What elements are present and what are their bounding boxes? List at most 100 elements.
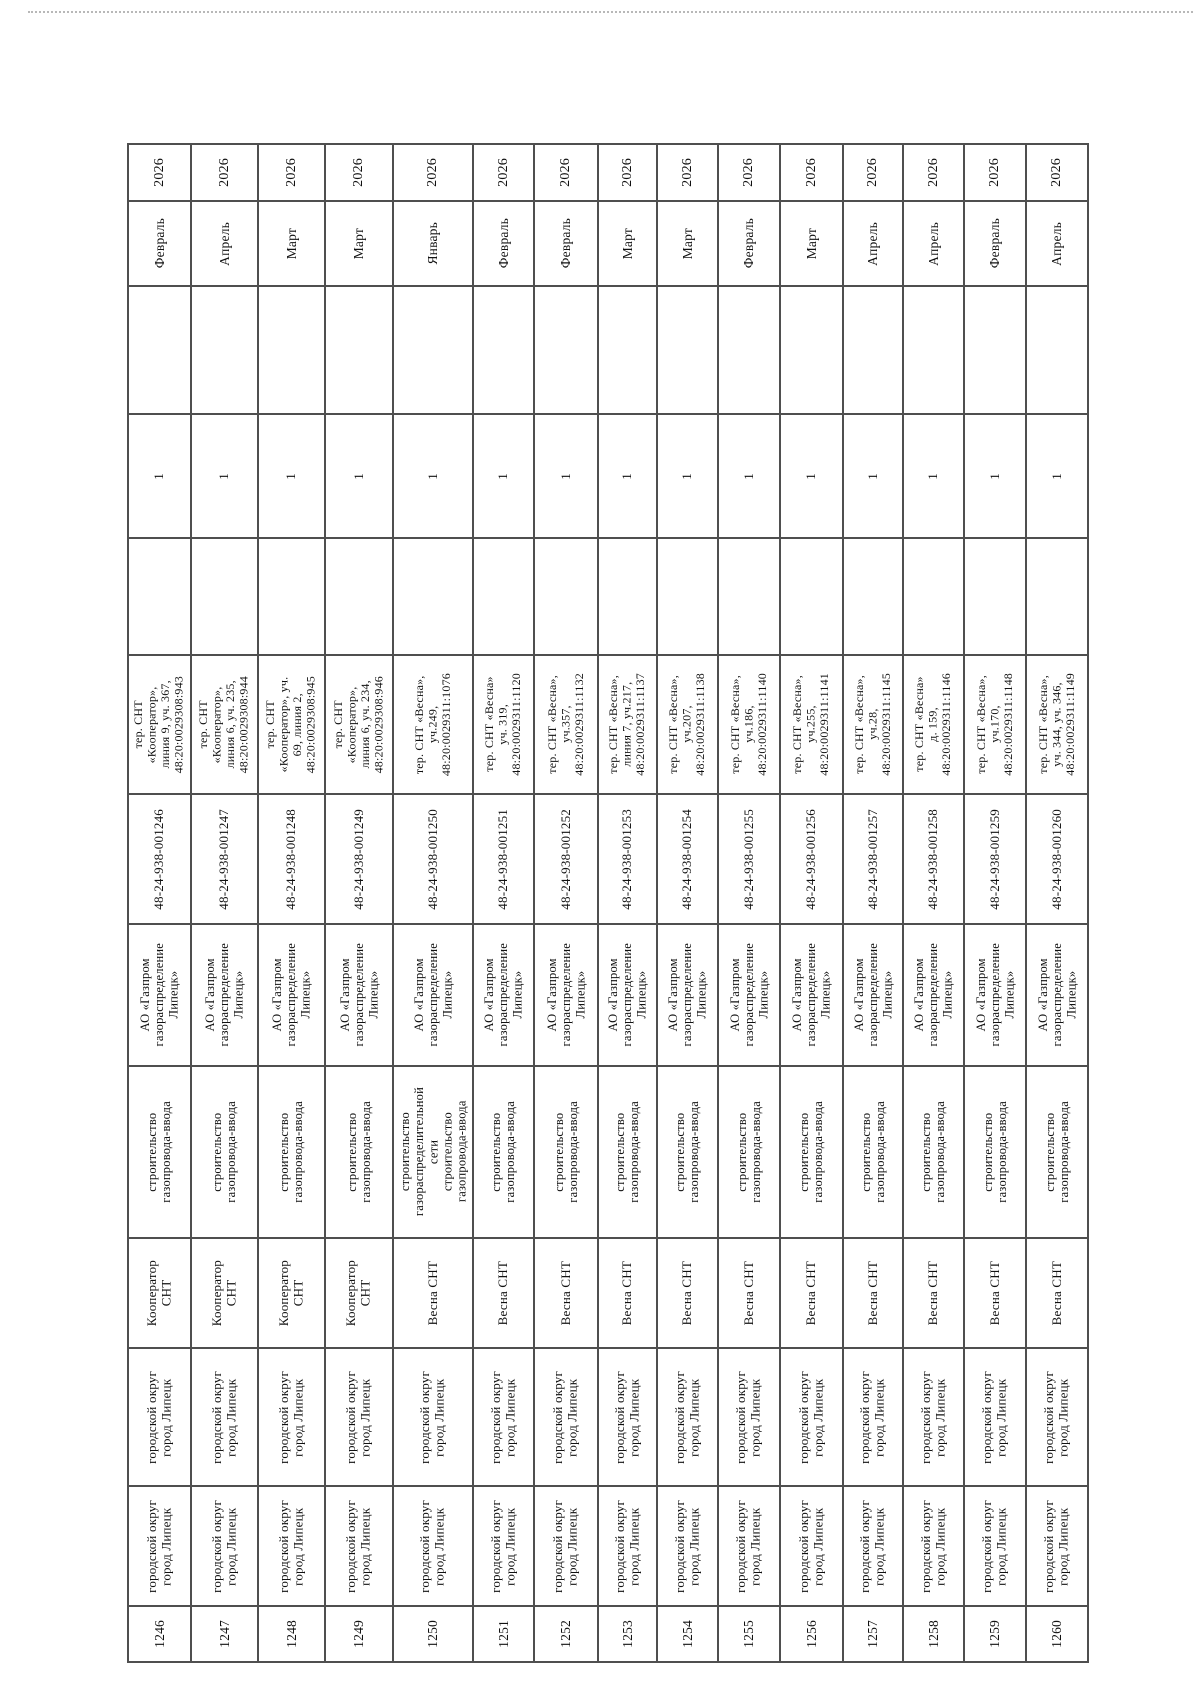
municipality-text: городской округ город Липецк	[275, 1370, 306, 1464]
year-text: 2026	[151, 158, 167, 187]
cell-count-1252: 1	[535, 415, 599, 539]
count-text: 1	[1048, 472, 1064, 480]
address-text: тер. СНТ «Кооператор», линия 6, уч. 234,…	[330, 675, 386, 774]
cell-blank-1258	[904, 539, 965, 656]
cell-code-1259: 48-24-938-001259	[965, 795, 1027, 925]
cell-num-1260: 1260	[1027, 1607, 1089, 1663]
work-text: строительство газопровода-ввода	[344, 1101, 373, 1203]
cell-num-1247: 1247	[192, 1607, 259, 1663]
cell-snt-1254: Весна СНТ	[658, 1239, 719, 1349]
municipality-text: городской округ город Липецк	[487, 1370, 518, 1464]
settlement-text: городской округ город Липецк	[275, 1499, 306, 1593]
cell-blank-1250	[394, 287, 474, 415]
settlement-text: городской округ город Липецк	[671, 1499, 702, 1593]
address-text: тер. СНТ «Весна», линия 7, уч.217, 48:20…	[606, 673, 648, 776]
year-text: 2026	[619, 158, 635, 187]
count-text: 1	[864, 472, 880, 480]
cell-settlement-1247: городской округ город Липецк	[192, 1487, 259, 1607]
cell-blank-1249	[326, 539, 394, 656]
cell-month-1248: Март	[259, 202, 326, 287]
cell-work-1251: строительство газопровода-ввода	[474, 1067, 535, 1239]
cell-municipality-1259: городской округ город Липецк	[965, 1349, 1027, 1487]
municipality-text: городской округ город Липецк	[611, 1370, 642, 1464]
work-text: строительство газопровода-ввода	[613, 1101, 642, 1203]
municipality-text: городской округ город Липецк	[917, 1370, 948, 1464]
cell-month-1257: Апрель	[844, 202, 904, 287]
cell-blank-1252	[535, 287, 599, 415]
cell-blank-1259	[965, 287, 1027, 415]
cell-municipality-1249: городской округ город Липецк	[326, 1349, 394, 1487]
cell-num-1252: 1252	[535, 1607, 599, 1663]
cell-blank-1260	[1027, 287, 1089, 415]
cell-work-1260: строительство газопровода-ввода	[1027, 1067, 1089, 1239]
cell-month-1255: Февраль	[719, 202, 781, 287]
cell-blank-1257	[844, 287, 904, 415]
cell-municipality-1251: городской округ город Липецк	[474, 1349, 535, 1487]
settlement-text: городской округ город Липецк	[208, 1499, 239, 1593]
code-text: 48-24-938-001251	[495, 808, 511, 910]
cell-month-1259: Февраль	[965, 202, 1027, 287]
municipality-text: городской округ город Липецк	[795, 1370, 826, 1464]
num-text: 1257	[865, 1620, 881, 1648]
month-text: Март	[679, 227, 695, 260]
cell-blank-1252	[535, 539, 599, 656]
cell-count-1259: 1	[965, 415, 1027, 539]
cell-blank-1253	[599, 287, 658, 415]
cell-work-1250: строительство газораспределительной сети…	[394, 1067, 474, 1239]
org-text: АО «Газпром газораспределение Липецк»	[337, 943, 381, 1047]
cell-year-1258: 2026	[904, 145, 965, 202]
cell-code-1250: 48-24-938-001250	[394, 795, 474, 925]
cell-blank-1246	[129, 287, 192, 415]
num-text: 1258	[925, 1620, 941, 1648]
cell-blank-1251	[474, 287, 535, 415]
cell-org-1253: АО «Газпром газораспределение Липецк»	[599, 925, 658, 1067]
cell-settlement-1253: городской округ город Липецк	[599, 1487, 658, 1607]
cell-year-1254: 2026	[658, 145, 719, 202]
cell-address-1254: тер. СНТ «Весна», уч.207, 48:20:0029311:…	[658, 656, 719, 795]
year-text: 2026	[925, 158, 941, 187]
cell-blank-1248	[259, 539, 326, 656]
cell-num-1256: 1256	[781, 1607, 844, 1663]
org-text: АО «Газпром газораспределение Липецк»	[544, 943, 588, 1047]
cell-org-1257: АО «Газпром газораспределение Липецк»	[844, 925, 904, 1067]
org-text: АО «Газпром газораспределение Липецк»	[606, 943, 649, 1047]
settlement-text: городской округ город Липецк	[857, 1499, 887, 1593]
cell-work-1255: строительство газопровода-ввода	[719, 1067, 781, 1239]
num-text: 1260	[1049, 1620, 1065, 1648]
org-text: АО «Газпром газораспределение Липецк»	[851, 943, 895, 1047]
cell-work-1247: строительство газопровода-ввода	[192, 1067, 259, 1239]
cell-num-1253: 1253	[599, 1607, 658, 1663]
cell-org-1248: АО «Газпром газораспределение Липецк»	[259, 925, 326, 1067]
code-text: 48-24-938-001257	[864, 808, 880, 910]
snt-text: Кооператор СНТ	[275, 1259, 306, 1327]
code-text: 48-24-938-001259	[986, 808, 1002, 910]
org-text: АО «Газпром газораспределение Липецк»	[912, 943, 955, 1047]
address-text: тер. СНТ «Весна», уч.186, 48:20:0029311:…	[727, 673, 769, 776]
count-text: 1	[283, 472, 299, 480]
cell-address-1249: тер. СНТ «Кооператор», линия 6, уч. 234,…	[326, 656, 394, 795]
cell-municipality-1257: городской округ город Липецк	[844, 1349, 904, 1487]
cell-municipality-1247: городской округ город Липецк	[192, 1349, 259, 1487]
cell-month-1250: Январь	[394, 202, 474, 287]
cell-code-1246: 48-24-938-001246	[129, 795, 192, 925]
cell-code-1248: 48-24-938-001248	[259, 795, 326, 925]
work-text: строительство газораспределительной сети…	[397, 1087, 469, 1217]
settlement-text: городской округ город Липецк	[795, 1499, 826, 1593]
cell-snt-1249: Кооператор СНТ	[326, 1239, 394, 1349]
num-text: 1249	[351, 1620, 367, 1648]
cell-blank-1254	[658, 287, 719, 415]
cell-code-1252: 48-24-938-001252	[535, 795, 599, 925]
cell-year-1251: 2026	[474, 145, 535, 202]
cell-count-1248: 1	[259, 415, 326, 539]
org-text: АО «Газпром газораспределение Липецк»	[482, 943, 525, 1047]
num-text: 1246	[151, 1620, 167, 1648]
cell-count-1249: 1	[326, 415, 394, 539]
year-text: 2026	[283, 158, 299, 187]
cell-num-1248: 1248	[259, 1607, 326, 1663]
cell-work-1249: строительство газопровода-ввода	[326, 1067, 394, 1239]
year-text: 2026	[216, 158, 232, 187]
year-text: 2026	[558, 158, 574, 187]
cell-org-1250: АО «Газпром газораспределение Липецк»	[394, 925, 474, 1067]
cell-blank-1251	[474, 539, 535, 656]
cell-work-1256: строительство газопровода-ввода	[781, 1067, 844, 1239]
